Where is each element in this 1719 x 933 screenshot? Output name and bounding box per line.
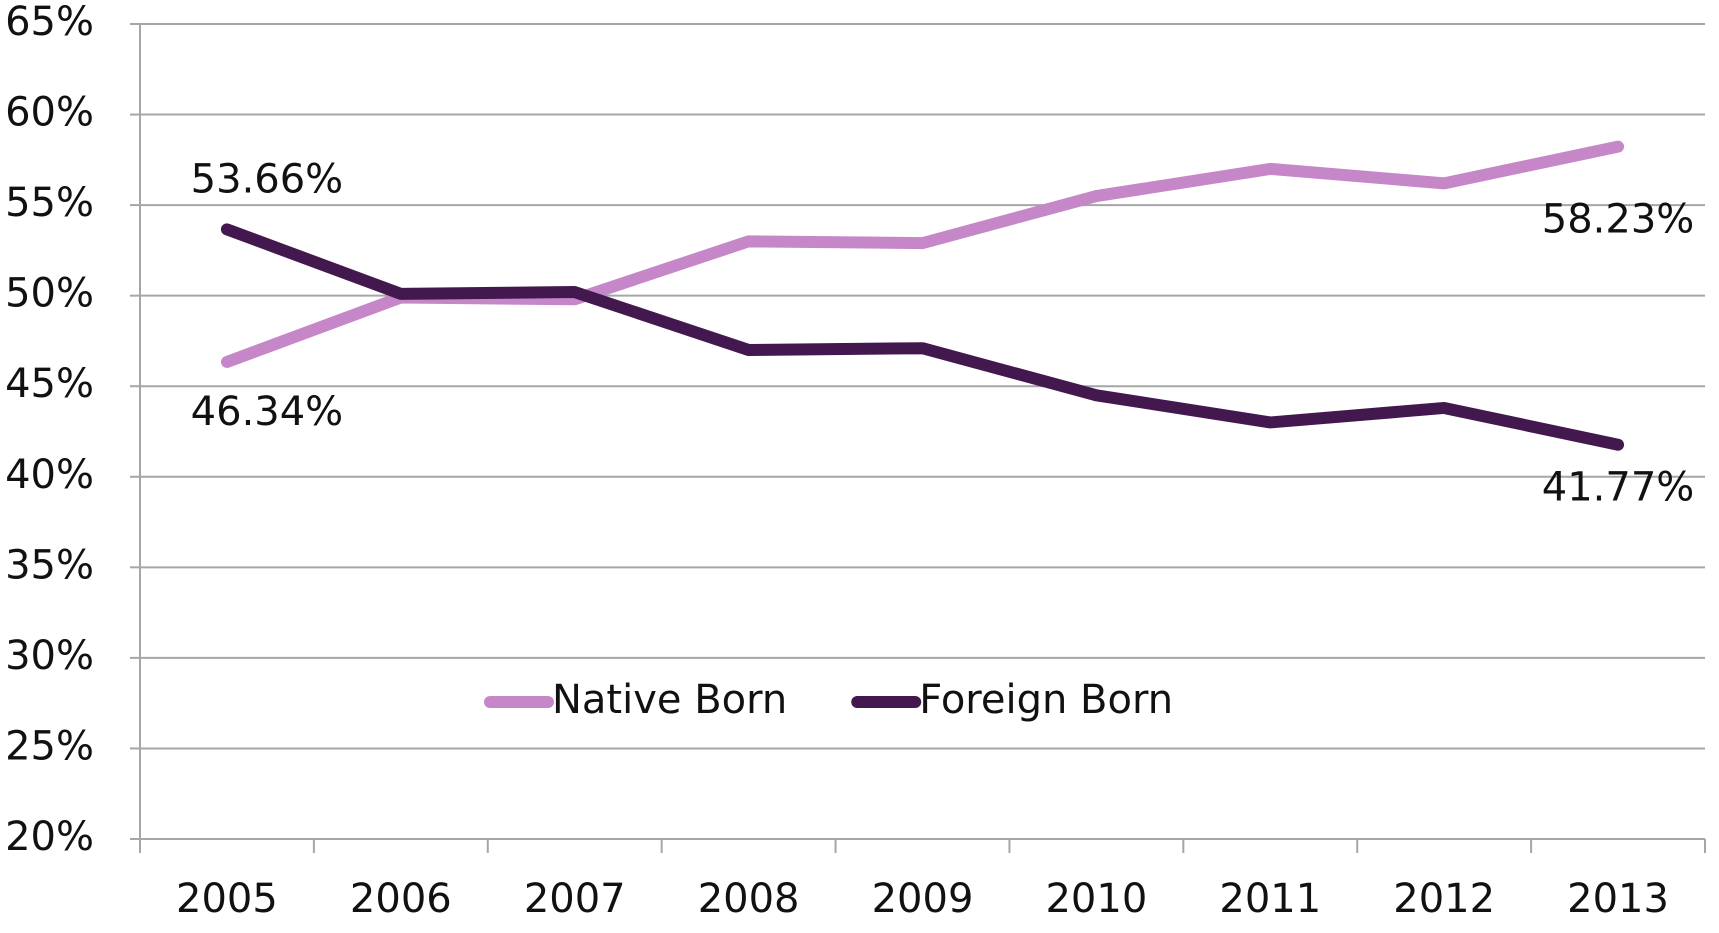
x-tick-label: 2013: [1567, 876, 1669, 922]
data-label: 41.77%: [1542, 465, 1695, 511]
y-tick-label: 45%: [5, 361, 94, 407]
x-tick-label: 2010: [1045, 876, 1147, 922]
y-tick-label: 65%: [5, 0, 94, 45]
x-tick-label: 2008: [698, 876, 800, 922]
x-tick-label: 2005: [176, 876, 278, 922]
y-tick-label: 25%: [5, 723, 94, 769]
data-label: 53.66%: [191, 156, 344, 202]
legend-label: Native Born: [552, 677, 787, 723]
y-tick-label: 20%: [5, 814, 94, 860]
y-tick-label: 30%: [5, 633, 94, 679]
data-label: 58.23%: [1542, 197, 1695, 243]
y-tick-label: 40%: [5, 452, 94, 498]
y-tick-label: 50%: [5, 271, 94, 317]
x-tick-label: 2009: [872, 876, 974, 922]
x-tick-label: 2006: [350, 876, 452, 922]
legend-label: Foreign Born: [919, 677, 1173, 723]
x-tick-label: 2007: [524, 876, 626, 922]
data-label: 46.34%: [191, 389, 344, 435]
series-line: [220, 223, 1625, 451]
y-tick-label: 55%: [5, 180, 94, 226]
x-tick-label: 2011: [1219, 876, 1321, 922]
series-line: [220, 140, 1625, 368]
y-tick-label: 60%: [5, 90, 94, 136]
x-tick-label: 2012: [1393, 876, 1495, 922]
y-tick-label: 35%: [5, 542, 94, 588]
